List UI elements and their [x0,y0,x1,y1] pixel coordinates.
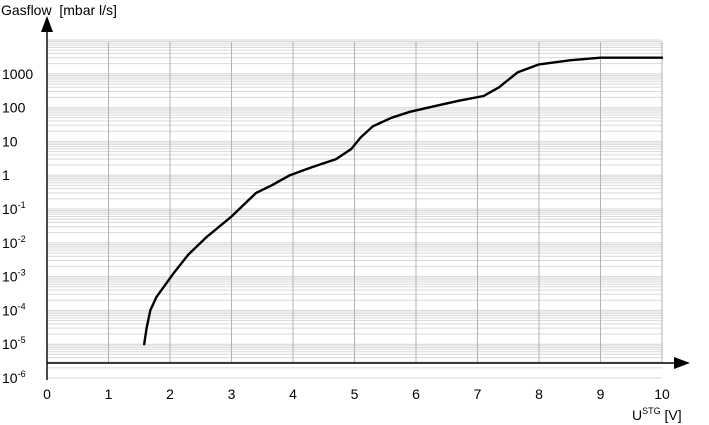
grid-lines [47,39,663,379]
y-tick-base: 10 [2,370,18,386]
y-axis-arrow [41,16,53,32]
y-tick-exponent: -2 [18,234,26,244]
y-tick-label: 10-5 [2,335,26,352]
y-tick-label: 1000 [2,66,33,82]
y-tick-base: 10 [2,235,18,251]
x-axis-title-superscript: STG [642,406,661,416]
gasflow-curve [143,56,664,346]
y-tick-label: 100 [2,100,26,116]
y-tick-base: 10 [2,269,18,285]
y-tick-label: 10-2 [2,234,26,251]
x-axis-arrow [674,357,690,369]
y-tick-exponent: -6 [18,369,26,379]
x-tick-label: 5 [351,386,359,402]
y-tick-base: 10 [2,336,18,352]
x-tick-label: 10 [654,386,670,402]
y-tick-exponent: -1 [18,200,26,210]
x-tick-label: 4 [289,386,297,402]
y-tick-exponent: -3 [18,268,26,278]
x-tick-label: 1 [105,386,113,402]
y-tick-label: 10-3 [2,268,26,285]
y-tick-label: 1 [2,167,10,183]
x-axis-title-main: U [632,407,642,423]
x-axis-title-unit: [V] [661,407,682,423]
y-tick-exponent: -4 [18,301,26,311]
y-tick-label: 10-6 [2,369,26,386]
x-tick-label: 6 [412,386,420,402]
y-tick-base: 10 [2,302,18,318]
y-tick-base: 10 [2,133,18,149]
y-tick-label: 10-1 [2,200,26,217]
x-tick-label: 8 [535,386,543,402]
y-tick-exponent: -5 [18,335,26,345]
y-tick-base: 1000 [2,66,33,82]
y-tick-base: 10 [2,201,18,217]
x-tick-label: 2 [166,386,174,402]
y-tick-label: 10-4 [2,301,26,318]
x-tick-label: 0 [43,386,51,402]
y-tick-base: 1 [2,167,10,183]
x-tick-label: 9 [597,386,605,402]
y-tick-label: 10 [2,133,18,149]
y-axis-title: Gasflow [mbar l/s] [1,2,117,18]
x-tick-labels: 0 1 2 3 4 5 6 7 8 9 10 [43,386,670,402]
x-tick-label: 7 [474,386,482,402]
x-tick-label: 3 [228,386,236,402]
x-axis-title: USTG [V] [632,406,682,423]
axes [41,16,690,380]
y-tick-base: 100 [2,100,26,116]
